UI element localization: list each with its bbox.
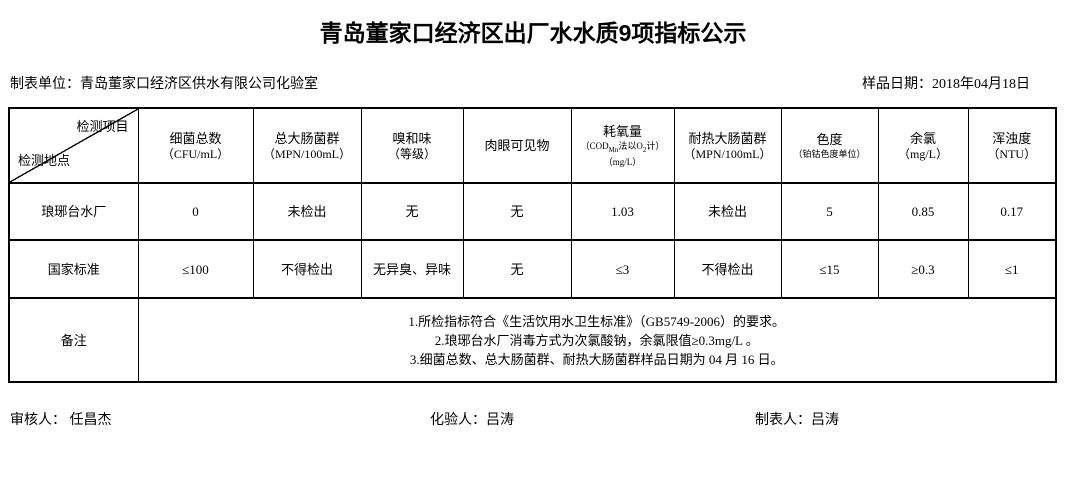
cell-value: 1.03 xyxy=(570,182,675,241)
cell-value: 未检出 xyxy=(252,182,362,241)
column-header-thermotolerant-coliform: 耐热大肠菌群 （MPN/100mL） xyxy=(673,107,782,184)
column-name: 余氯 xyxy=(909,130,936,146)
column-header-oxygen-consumption: 耗氧量 （CODMn法以O2计）（mg/L） xyxy=(570,107,675,184)
column-unit: （铂钴色度单位） xyxy=(793,149,866,159)
preparer-label: 制表人：吕涛 xyxy=(755,413,839,428)
cell-value: 不得检出 xyxy=(673,239,782,299)
tester-label: 化验人：吕涛 xyxy=(430,413,514,428)
corner-label-items: 检测项目 xyxy=(76,119,129,134)
column-header-odor: 嗅和味 （等级） xyxy=(360,107,464,184)
column-name: 浑浊度 xyxy=(992,130,1032,146)
cell-value: ≤15 xyxy=(780,239,879,299)
column-header-visible-matter: 肉眼可见物 xyxy=(462,107,572,184)
column-name: 肉眼可见物 xyxy=(484,138,550,153)
cell-value: ≤3 xyxy=(570,239,675,299)
column-name: 耐热大肠菌群 xyxy=(688,130,767,146)
column-unit: （等级） xyxy=(387,146,436,161)
cell-value: ≤100 xyxy=(137,239,254,299)
column-name: 细菌总数 xyxy=(169,130,222,146)
column-header-residual-chlorine: 余氯 （mg/L） xyxy=(877,107,969,184)
remark-line-3: 3.细菌总数、总大肠菌群、耐热大肠菌群样品日期为 04 月 16 日。 xyxy=(409,351,784,367)
remark-line-1: 1.所检指标符合《生活饮用水卫生标准》（GB5749-2006）的要求。 xyxy=(408,313,786,329)
column-name: 嗅和味 xyxy=(392,130,432,146)
cell-value: 不得检出 xyxy=(252,239,362,299)
cell-value: 无 xyxy=(462,239,572,299)
table-row-national-standard: 国家标准 ≤100 不得检出 无异臭、异味 无 ≤3 不得检出 ≤15 ≥0.3… xyxy=(8,239,1057,299)
cell-value: 0.85 xyxy=(877,182,969,241)
cell-value: ≥0.3 xyxy=(877,239,969,299)
page-title: 青岛董家口经济区出厂水水质9项指标公示 xyxy=(319,20,747,46)
table-header-row: 检测项目 检测地点 细菌总数 （CFU/mL） 总大肠菌群 （MPN/100mL… xyxy=(8,107,1057,184)
cell-value: 未检出 xyxy=(673,182,782,241)
column-header-bacteria: 细菌总数 （CFU/mL） xyxy=(137,107,254,184)
column-unit: （MPN/100mL） xyxy=(262,146,351,161)
meta-row: 制表单位：青岛董家口经济区供水有限公司化验室 样品日期：2018年04月18日 xyxy=(10,76,1030,94)
signature-row: 审核人： 任昌杰 化验人：吕涛 制表人：吕涛 xyxy=(0,409,1066,429)
reviewer-label: 审核人： 任昌杰 xyxy=(10,413,112,428)
row-label: 国家标准 xyxy=(8,239,139,299)
diagonal-divider xyxy=(10,110,137,181)
cell-value: 无 xyxy=(360,182,464,241)
column-header-total-coliform: 总大肠菌群 （MPN/100mL） xyxy=(252,107,362,184)
column-unit: （CODMn法以O2计）（mg/L） xyxy=(580,141,665,167)
column-unit: （mg/L） xyxy=(898,146,948,161)
column-unit: （MPN/100mL） xyxy=(683,146,772,161)
table-row-langyatai: 琅琊台水厂 0 未检出 无 无 1.03 未检出 5 0.85 0.17 xyxy=(8,182,1057,241)
cell-value: ≤1 xyxy=(967,239,1057,299)
prepared-by-label: 制表单位：青岛董家口经济区供水有限公司化验室 xyxy=(10,77,318,92)
cell-value: 无 xyxy=(462,182,572,241)
column-unit: （CFU/mL） xyxy=(161,146,230,161)
column-name: 总大肠菌群 xyxy=(274,130,340,146)
row-label: 琅琊台水厂 xyxy=(8,182,139,241)
corner-header-cell: 检测项目 检测地点 xyxy=(8,107,139,184)
cell-value: 0.17 xyxy=(967,182,1057,241)
remark-line-2: 2.琅琊台水厂消毒方式为次氯酸钠，余氯限值≥0.3mg/L 。 xyxy=(434,332,759,348)
cell-value: 无异臭、异味 xyxy=(360,239,464,299)
column-header-turbidity: 浑浊度 （NTU） xyxy=(967,107,1057,184)
column-unit: （NTU） xyxy=(987,146,1037,161)
column-header-chroma: 色度 （铂钴色度单位） xyxy=(780,107,879,184)
water-quality-table: 检测项目 检测地点 细菌总数 （CFU/mL） 总大肠菌群 （MPN/100mL… xyxy=(8,107,1057,383)
cell-value: 5 xyxy=(780,182,879,241)
sample-date-label: 样品日期：2018年04月18日 xyxy=(862,77,1030,92)
column-name: 色度 xyxy=(816,132,843,147)
cell-value: 0 xyxy=(137,182,254,241)
remark-content: 1.所检指标符合《生活饮用水卫生标准》（GB5749-2006）的要求。 2.琅… xyxy=(137,297,1057,383)
column-name: 耗氧量 xyxy=(602,124,642,140)
table-row-remark: 备注 1.所检指标符合《生活饮用水卫生标准》（GB5749-2006）的要求。 … xyxy=(8,297,1057,383)
corner-label-sites: 检测地点 xyxy=(18,153,71,168)
remark-label: 备注 xyxy=(8,297,139,383)
